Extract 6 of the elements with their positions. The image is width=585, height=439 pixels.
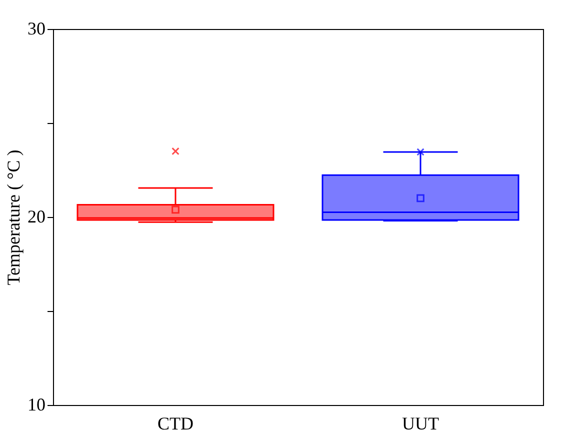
x-tick-label: CTD bbox=[158, 414, 194, 434]
y-axis-title: Temperature ( °C ) bbox=[4, 150, 24, 286]
y-tick-label: 10 bbox=[28, 394, 46, 414]
y-tick-label: 30 bbox=[28, 18, 46, 38]
x-tick-label: UUT bbox=[402, 414, 439, 434]
y-tick-label: 20 bbox=[28, 206, 46, 226]
